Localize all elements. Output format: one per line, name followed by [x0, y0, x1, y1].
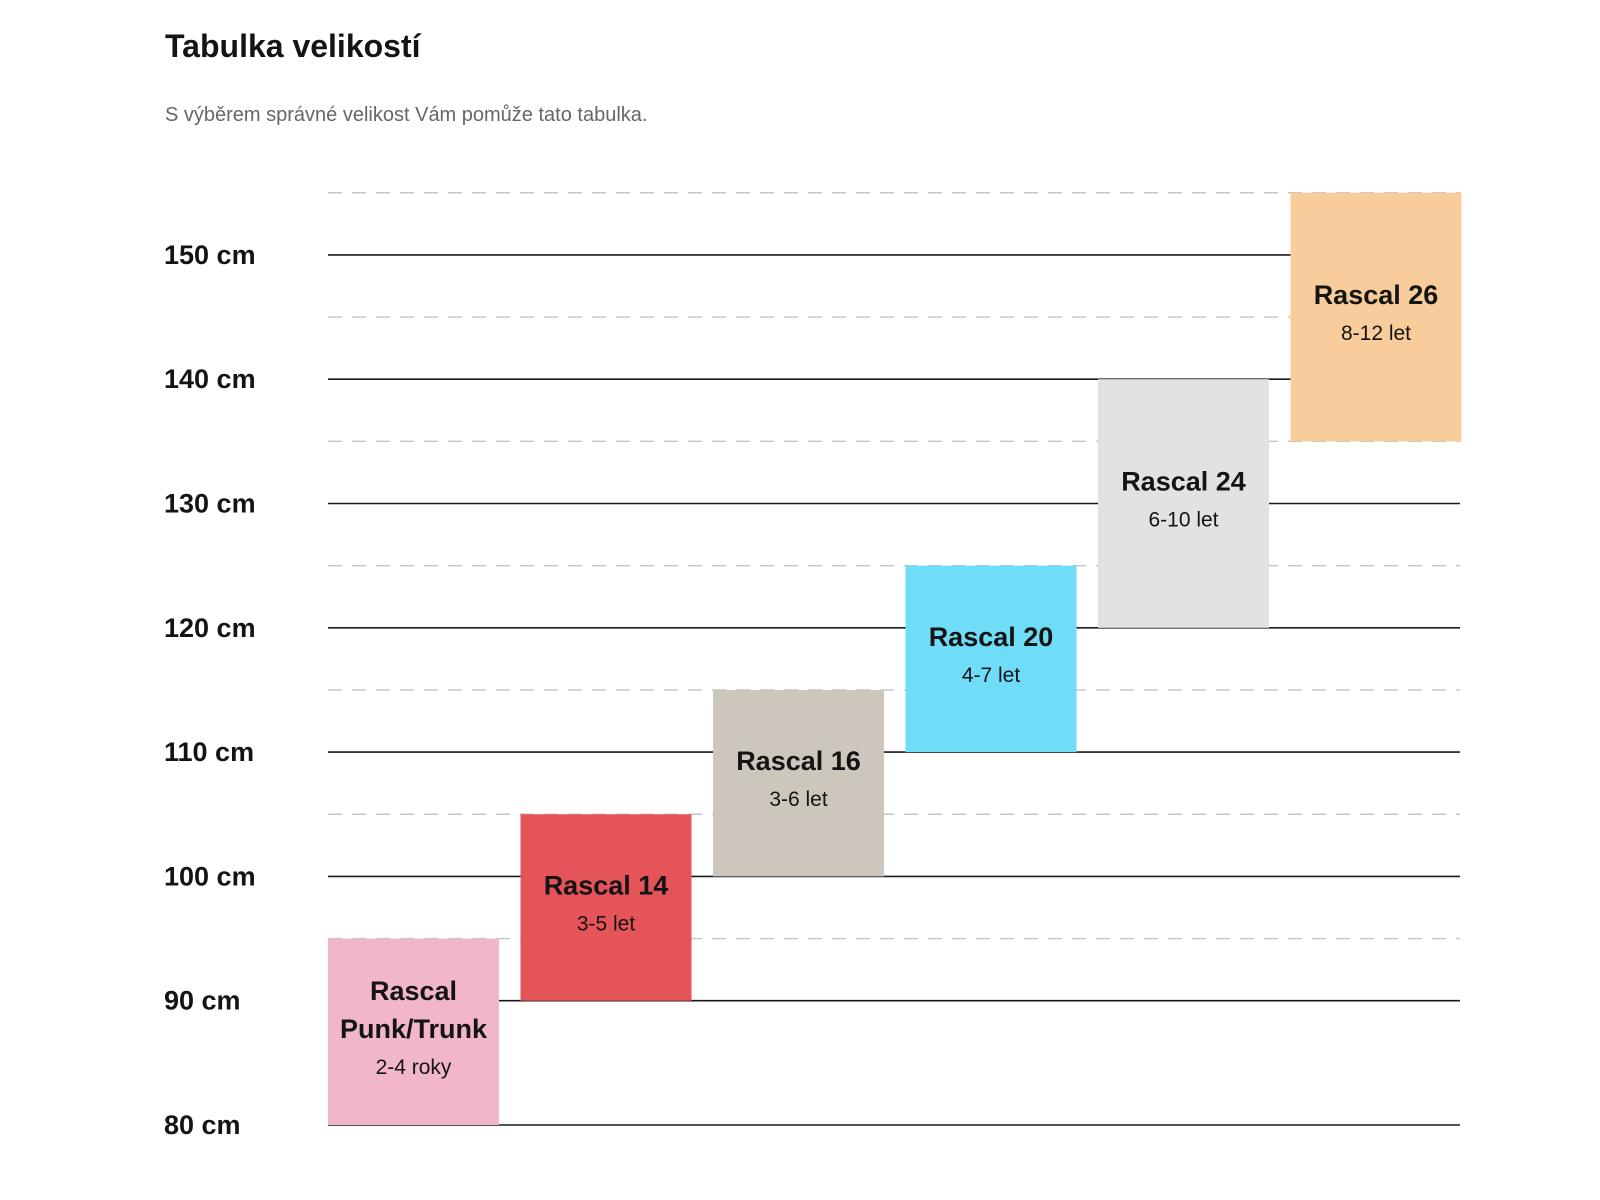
y-tick-label: 150 cm — [164, 240, 256, 270]
size-box-age: 3-6 let — [769, 788, 828, 811]
size-box: Rascal Punk/Trunk 2-4 roky — [328, 938, 499, 1125]
grid-lines — [328, 192, 1460, 1126]
size-box: Rascal 26 8-12 let — [1290, 192, 1462, 442]
size-box-name: Rascal 20 — [929, 622, 1054, 652]
size-box-name: Rascal 16 — [736, 746, 861, 776]
size-box-age: 4-7 let — [962, 664, 1021, 687]
size-boxes: Rascal Punk/Trunk 2-4 roky Rascal 14 3-5 let… — [328, 192, 1462, 1125]
size-box-name: Rascal 26 — [1314, 280, 1439, 310]
y-tick-label: 110 cm — [164, 737, 254, 767]
size-box-fill — [328, 938, 499, 1125]
y-tick-label: 130 cm — [164, 489, 256, 519]
size-box-fill — [520, 814, 692, 1001]
y-tick-label: 80 cm — [164, 1110, 241, 1140]
size-box-age: 3-5 let — [577, 912, 636, 935]
size-box-fill — [905, 565, 1077, 753]
page-subtitle: S výběrem správné velikost Vám pomůže ta… — [165, 104, 648, 126]
size-box: Rascal 24 6-10 let — [1098, 379, 1269, 628]
size-box-fill — [713, 689, 884, 877]
size-box: Rascal 14 3-5 let — [520, 814, 692, 1001]
size-box-name: Punk/Trunk — [340, 1014, 488, 1044]
y-tick-label: 90 cm — [164, 986, 241, 1016]
y-axis-labels: 80 cm 90 cm 100 cm 110 cm 120 cm 130 cm 140 cm… — [164, 240, 256, 1140]
size-box-fill — [1290, 192, 1462, 442]
size-box-age: 8-12 let — [1341, 322, 1411, 345]
size-box: Rascal 16 3-6 let — [713, 689, 884, 877]
y-tick-label: 100 cm — [164, 861, 256, 891]
size-box-age: 6-10 let — [1148, 509, 1218, 532]
page-title: Tabulka velikostí — [165, 28, 421, 64]
size-box-name: Rascal 24 — [1121, 467, 1246, 497]
size-box-name: Rascal 14 — [544, 870, 669, 900]
size-box-name: Rascal — [370, 976, 457, 1006]
y-tick-label: 140 cm — [164, 364, 256, 394]
size-box: Rascal 20 4-7 let — [905, 565, 1077, 753]
size-box-fill — [1098, 379, 1269, 628]
size-box-age: 2-4 roky — [376, 1056, 452, 1079]
y-tick-label: 120 cm — [164, 613, 256, 643]
